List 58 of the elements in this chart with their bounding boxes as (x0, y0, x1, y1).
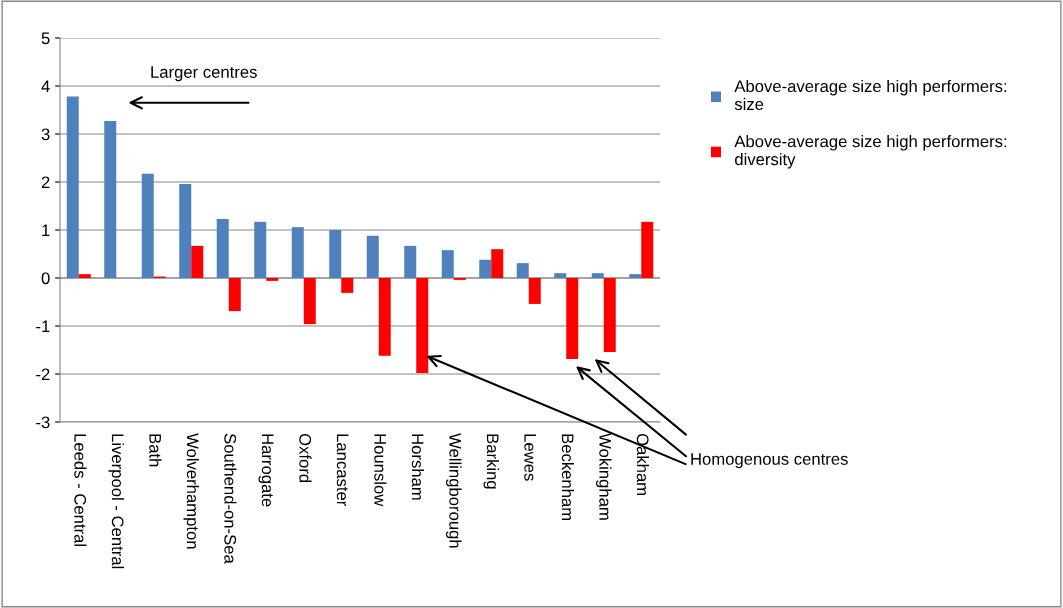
bar (528, 278, 541, 304)
x-tick-label: Barking (483, 434, 500, 489)
annotation: Larger centres (151, 66, 257, 82)
x-tick-label: Lewes (524, 434, 536, 481)
bar (603, 278, 616, 352)
bar (378, 278, 391, 356)
y-tick-label: 2 (41, 176, 50, 189)
bar (191, 245, 204, 278)
text: Homogenous centres (691, 453, 848, 469)
bar (303, 278, 316, 325)
legend-label: Above-average size high performers: size (734, 79, 1007, 111)
bar (179, 183, 192, 278)
bar (641, 221, 654, 278)
x-tick-label: Lancaster (336, 434, 349, 507)
y-tick-label: 1 (42, 224, 50, 237)
x-tick-label: Harrogate (258, 434, 274, 507)
x-tick-label: Bath (149, 434, 162, 467)
legend-label: Above-average size high performers: diversity (734, 135, 1007, 169)
bar (479, 259, 492, 278)
y-tick-label: 4 (41, 80, 50, 93)
y-tick-label: 3 (41, 128, 50, 141)
x-tick-label: Wokingham (595, 433, 612, 520)
x-tick-label: Horsham (411, 434, 425, 500)
x-tick-label: Liverpool - Central (108, 434, 125, 569)
bar (291, 227, 304, 278)
bar (416, 278, 429, 374)
x-tick-label: Oxford (299, 433, 312, 483)
bar (329, 230, 342, 278)
bar (491, 249, 504, 278)
bar (629, 274, 642, 278)
x-tick-label: Beckenham (561, 434, 575, 521)
bar (216, 218, 229, 278)
x-tick-label: Southend-on-Sea (224, 433, 237, 564)
bar (441, 250, 454, 278)
x-tick-label: Hounslow (374, 434, 387, 507)
bar (266, 278, 279, 281)
bar (516, 263, 529, 278)
bar (141, 173, 154, 278)
bar (591, 273, 604, 278)
bar (254, 221, 267, 278)
bar (341, 278, 354, 293)
bar (566, 278, 579, 360)
y-tick-label: -2 (36, 368, 50, 381)
bar (404, 245, 417, 278)
x-tick-label: Leeds - Central (74, 434, 87, 546)
bar (104, 121, 117, 278)
y-tick-label: -3 (36, 416, 50, 429)
bar (554, 273, 567, 278)
x-tick-label: Wellingborough (445, 433, 462, 548)
bar (228, 278, 241, 312)
bar (78, 274, 91, 278)
y-tick-label: -1 (36, 320, 50, 333)
x-tick-label: Wolverhampton (183, 433, 200, 549)
bar (366, 235, 379, 278)
y-tick-label: 5 (41, 32, 50, 45)
x-tick-label: Oakham (636, 433, 650, 495)
y-tick-label: 0 (41, 272, 50, 285)
bar (66, 96, 79, 278)
